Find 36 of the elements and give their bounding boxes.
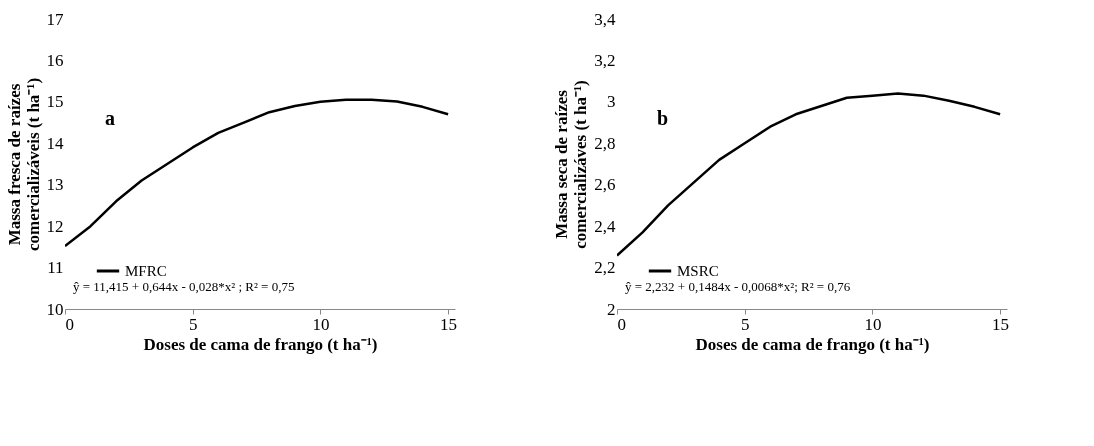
y-tick-label: 2	[607, 299, 616, 319]
y-tick-label: 2,8	[594, 133, 616, 153]
y-tick-label: 17	[46, 9, 64, 29]
y-tick-label: 12	[46, 216, 64, 236]
y-tick-label: 2,2	[594, 258, 616, 278]
line-series	[65, 98, 450, 248]
annotation: b	[657, 107, 669, 129]
y-tick-label: 14	[46, 133, 64, 153]
y-tick-label: 3,4	[594, 9, 616, 29]
x-tick-label: 5	[188, 314, 198, 334]
line-series	[617, 92, 1002, 257]
y-tick-label: 15	[46, 92, 64, 112]
y-tick-label: 2,4	[594, 216, 616, 236]
annotation: a	[105, 107, 115, 129]
y-tick-label: 2,6	[594, 175, 616, 195]
y-tick-label: 11	[47, 258, 64, 278]
x-axis-title: Doses de cama de frango (t ha⁻¹)	[695, 334, 930, 354]
y-tick-label: 13	[46, 175, 64, 195]
y-tick-label: 3	[607, 92, 616, 112]
x-tick-label: 15	[440, 314, 458, 334]
x-tick-label: 5	[740, 314, 750, 334]
annotation: ŷ = 2,232 + 0,1484x - 0,0068*x²; R² = 0,76	[625, 279, 851, 294]
legend-label: MSRC	[677, 263, 719, 279]
y-tick-label: 3,2	[594, 50, 616, 70]
annotation: ŷ = 11,415 + 0,644x - 0,028*x² ; R² = 0,75	[73, 279, 295, 294]
x-axis-title: Doses de cama de frango (t ha⁻¹)	[143, 334, 378, 354]
y-axis-title: Massa fresca de raízes comercializáveis (t ha⁻¹)	[4, 77, 43, 252]
y-tick-label: 10	[46, 299, 64, 319]
x-tick-label: 0	[65, 314, 74, 334]
y-tick-label: 16	[46, 50, 64, 70]
legend-label: MFRC	[125, 263, 167, 279]
x-tick-label: 10	[864, 314, 882, 334]
x-tick-label: 10	[312, 314, 330, 334]
x-tick-label: 15	[992, 314, 1010, 334]
y-axis-title: Massa seca de raízes comercializáves (t ha⁻¹)	[552, 80, 591, 249]
x-tick-label: 0	[617, 314, 626, 334]
